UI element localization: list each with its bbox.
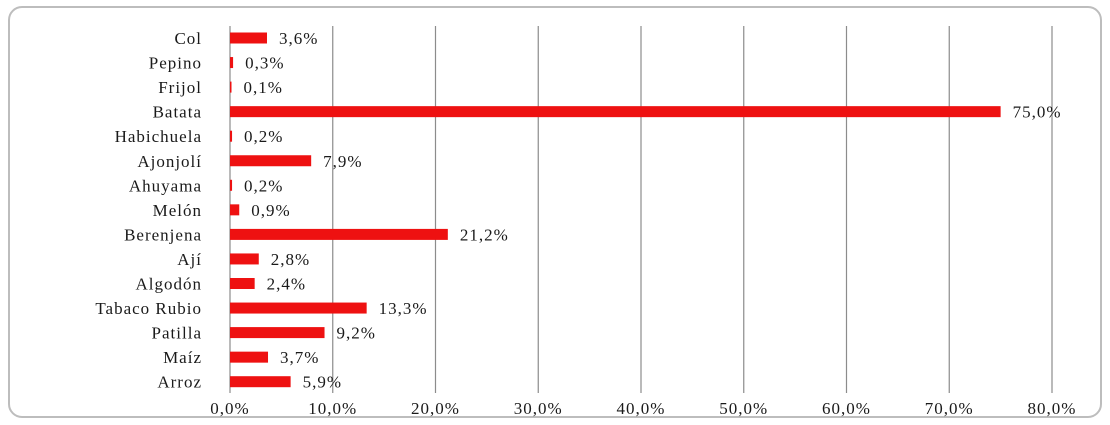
x-tick-label: 60,0%	[822, 399, 871, 418]
bars	[230, 32, 1001, 388]
x-tick-label: 50,0%	[719, 399, 768, 418]
category-label: Melón	[153, 201, 202, 220]
x-tick-label: 10,0%	[308, 399, 357, 418]
category-label: Batata	[153, 103, 202, 122]
x-tick-label: 0,0%	[210, 399, 249, 418]
x-tick-label: 20,0%	[411, 399, 460, 418]
bar	[230, 81, 232, 93]
value-label: 2,8%	[271, 250, 310, 269]
value-label: 0,1%	[244, 78, 283, 97]
value-label: 2,4%	[267, 275, 306, 294]
bar	[230, 327, 325, 339]
bar	[230, 179, 233, 191]
value-label: 3,6%	[279, 29, 318, 48]
value-label: 7,9%	[323, 152, 362, 171]
category-label: Pepino	[149, 54, 202, 73]
value-label: 13,3%	[379, 299, 428, 318]
value-label: 0,2%	[244, 176, 283, 195]
value-label: 21,2%	[460, 225, 509, 244]
category-label: Maíz	[163, 348, 202, 367]
bar	[230, 155, 312, 167]
category-label: Ají	[177, 250, 202, 269]
category-label: Col	[174, 29, 202, 48]
value-labels: 3,6% 0,3% 0,1% 75,0% 0,2% 7,9% 0,2% 0,9% 21,2% 2,…	[244, 29, 1062, 392]
bar	[230, 130, 233, 142]
bar	[230, 228, 448, 240]
category-label: Ajonjolí	[137, 152, 202, 171]
category-label: Algodón	[136, 275, 203, 294]
bar	[230, 253, 259, 265]
value-label: 0,9%	[251, 201, 290, 220]
category-label: Ahuyama	[129, 176, 202, 195]
category-label: Habichuela	[115, 127, 202, 146]
bar	[230, 376, 291, 388]
category-label: Patilla	[152, 324, 202, 343]
category-label: Arroz	[157, 373, 202, 392]
x-tick-label: 40,0%	[617, 399, 666, 418]
x-tick-label: 80,0%	[1028, 399, 1077, 418]
value-label: 5,9%	[303, 373, 342, 392]
bar	[230, 302, 367, 314]
bar	[230, 106, 1001, 118]
category-label: Frijol	[158, 78, 202, 97]
bar	[230, 351, 269, 363]
value-label: 3,7%	[280, 348, 319, 367]
category-labels: Col Pepino Frijol Batata Habichuela Ajonjolí A…	[95, 29, 203, 392]
x-tick-label: 70,0%	[925, 399, 974, 418]
value-label: 0,2%	[244, 127, 283, 146]
value-label: 0,3%	[245, 54, 284, 73]
bar	[230, 278, 255, 289]
x-axis-tick-labels: 0,0% 10,0% 20,0% 30,0% 40,0% 50,0% 60,0% 70,0% 8…	[210, 399, 1077, 418]
category-label: Tabaco Rubio	[95, 299, 202, 318]
bar	[230, 204, 240, 216]
x-tick-label: 30,0%	[514, 399, 563, 418]
category-label: Berenjena	[124, 225, 202, 244]
value-label: 75,0%	[1013, 103, 1062, 122]
bar	[230, 57, 234, 69]
chart-frame	[8, 6, 1102, 418]
value-label: 9,2%	[337, 324, 376, 343]
bar	[230, 32, 267, 44]
